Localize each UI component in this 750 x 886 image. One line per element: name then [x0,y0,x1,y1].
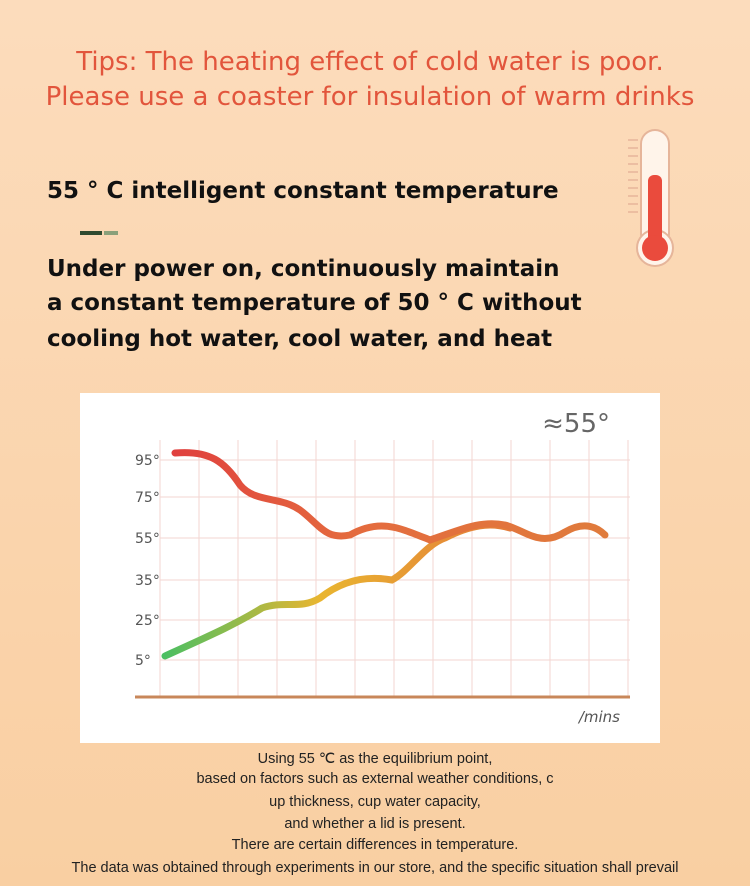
tip-line: Please use a coaster for insulation of w… [46,82,695,112]
description-line: Under power on, continuously maintain [47,256,560,282]
tip-line: Tips: The heating effect of cold water i… [75,47,664,77]
description-line: a constant temperature of 50 ° C without [47,290,582,316]
y-label: 25° [135,613,160,629]
heading: 55 ° C intelligent constant temperature [47,178,559,204]
note-line: up thickness, cup water capacity, [269,794,481,810]
chart-panel [80,393,660,743]
y-label: 95° [135,453,160,469]
thermometer [628,129,674,267]
y-label: 5° [135,653,151,669]
x-axis-label: /mins [577,708,620,726]
note-line: There are certain differences in tempera… [232,837,519,853]
y-label: 55° [135,531,160,547]
note-line: and whether a lid is present. [284,816,465,832]
description-line: cooling hot water, cool water, and heat [47,326,552,352]
annotation: ≈55° [542,409,610,439]
divider [80,231,102,235]
hot-curve [171,449,609,544]
note-line: based on factors such as external weathe… [196,771,553,787]
divider [104,231,118,235]
y-label: 75° [135,490,160,506]
note-line: The data was obtained through experiment… [72,860,679,876]
note-line: Using 55 ℃ as the equilibrium point, [258,751,493,767]
y-label: 35° [135,573,160,589]
